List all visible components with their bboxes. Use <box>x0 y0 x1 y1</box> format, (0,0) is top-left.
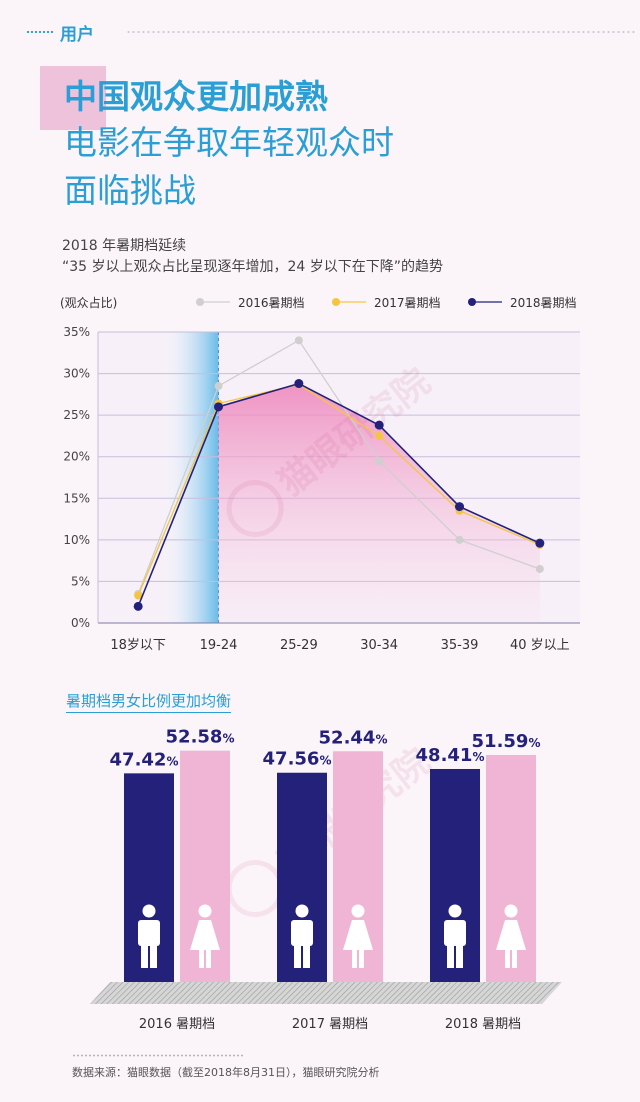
x-tick-label: 40 岁以上 <box>510 638 570 653</box>
bar-male <box>430 768 480 982</box>
series-2016-point <box>214 382 223 391</box>
x-tick-label: 35-39 <box>441 638 479 653</box>
bar-category-label: 2017 暑期档 <box>292 1017 368 1032</box>
y-tick-label: 20% <box>63 450 90 464</box>
series-2018-point <box>133 601 143 611</box>
watermark-logo-icon <box>226 859 284 917</box>
source-divider <box>72 1054 244 1057</box>
female-icon <box>496 904 526 968</box>
bar-male <box>124 773 174 982</box>
series-2017-point <box>134 591 143 600</box>
series-2016-point <box>455 535 464 544</box>
bar-value-label-male: 48.41% <box>416 745 485 766</box>
y-tick-label: 30% <box>63 367 90 381</box>
source-note: 数据来源：猫眼数据（截至2018年8月31日），猫眼研究院分析 <box>72 1066 380 1079</box>
bar-category-label: 2016 暑期档 <box>139 1017 215 1032</box>
legend-marker <box>332 298 340 306</box>
series-2017-line <box>137 383 541 596</box>
y-tick-label: 35% <box>63 325 90 339</box>
bar-value-label-male: 47.42% <box>110 749 179 770</box>
series-2017-point <box>375 431 384 440</box>
section-label: 用户 <box>60 25 94 45</box>
section-header: 用户 <box>26 20 636 45</box>
male-icon <box>291 904 313 968</box>
series-2016-point <box>535 564 544 573</box>
bar-value-label-female: 51.59% <box>472 731 541 752</box>
series-2016-point <box>294 336 303 345</box>
series-2016-point <box>375 456 384 465</box>
x-tick-label: 30-34 <box>360 638 398 653</box>
x-tick-label: 25-29 <box>280 638 318 653</box>
bar-male <box>277 772 327 982</box>
bar-category-label: 2018 暑期档 <box>445 1017 521 1032</box>
legend-marker <box>196 298 204 306</box>
dotted-divider-right <box>126 30 636 34</box>
male-icon <box>444 904 466 968</box>
y-tick-label: 0% <box>71 616 90 630</box>
dotted-divider-left <box>26 30 54 34</box>
series-2018-point <box>374 420 384 430</box>
x-tick-label: 18岁以下 <box>110 638 166 653</box>
chart-description-line-2: “35 岁以上观众占比呈现逐年增加，24 岁以下在下降”的趋势 <box>62 259 444 275</box>
legend-label: 2017暑期档 <box>374 296 441 310</box>
floor <box>90 982 562 1004</box>
series-2018-line <box>137 382 541 607</box>
page-subtitle-line-2: 面临挑战 <box>64 171 196 210</box>
x-tick-label: 19-24 <box>200 638 238 653</box>
legend-label: 2016暑期档 <box>238 296 305 310</box>
y-tick-label: 5% <box>71 574 90 588</box>
female-icon <box>190 904 220 968</box>
y-axis-label: (观众占比) <box>60 295 117 310</box>
y-tick-label: 10% <box>63 533 90 547</box>
series-2016-line <box>137 339 541 595</box>
bar-value-label-male: 47.56% <box>263 749 332 770</box>
male-icon <box>138 904 160 968</box>
legend-label: 2018暑期档 <box>510 296 577 310</box>
bar-value-label-female: 52.44% <box>319 727 388 748</box>
watermark-logo-icon <box>226 479 284 537</box>
chart-description-line-1: 2018 年暑期档延续 <box>62 238 187 254</box>
series-2018-point <box>455 502 464 512</box>
area-2018 <box>218 383 540 623</box>
series-2018-point <box>214 402 223 412</box>
y-tick-label: 15% <box>63 491 90 505</box>
y-tick-label: 25% <box>63 408 90 422</box>
legend-marker <box>468 298 476 306</box>
bar-value-label-female: 52.58% <box>166 727 235 748</box>
page-subtitle-line-1: 电影在争取年轻观众时 <box>64 123 394 162</box>
bar-chart: 猫眼研究院47.42%52.58%2016 暑期档47.56%52.44%201… <box>90 727 562 1032</box>
female-icon <box>343 904 373 968</box>
page-title: 中国观众更加成熟 <box>64 77 328 116</box>
series-2018-point <box>294 379 304 389</box>
series-2018-point <box>535 538 545 548</box>
title-accent-box <box>40 66 106 130</box>
bar-chart-title: 暑期档男女比例更加均衡 <box>66 690 232 713</box>
